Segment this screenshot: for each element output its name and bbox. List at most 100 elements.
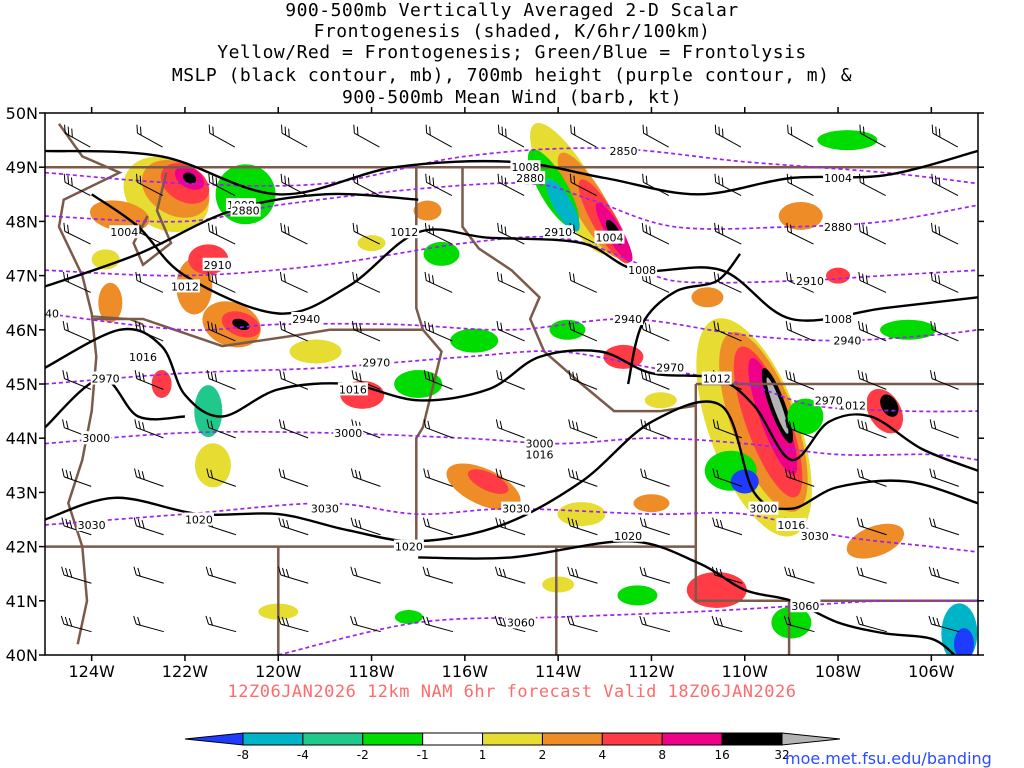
shade-cell	[413, 200, 442, 221]
svg-text:2910: 2910	[204, 259, 232, 272]
shade-cell	[394, 370, 443, 398]
wind-barb	[350, 517, 381, 536]
wind-barb	[423, 370, 453, 390]
wind-barb	[60, 615, 92, 633]
shade-cell	[633, 494, 670, 513]
wind-barb	[352, 271, 381, 293]
wind-barb	[642, 124, 669, 148]
wind-barb	[496, 271, 525, 293]
svg-text:1016: 1016	[777, 519, 805, 532]
wind-barb	[424, 320, 453, 342]
title-line-3: Yellow/Red = Frontogenesis; Green/Blue =…	[217, 42, 807, 63]
colorbar-segment	[721, 732, 783, 746]
svg-text:1008: 1008	[628, 264, 656, 277]
svg-text:3060: 3060	[791, 600, 819, 613]
svg-text:3000: 3000	[525, 438, 553, 451]
wind-barb	[61, 566, 92, 584]
wind-barb	[133, 566, 164, 584]
lat-label: 45N	[6, 375, 38, 394]
lat-label: 49N	[6, 158, 38, 177]
wind-barb	[64, 124, 91, 148]
height-label: 3060	[505, 615, 536, 629]
title-line-2: Frontogenesis (shaded, K/6hr/100km)	[313, 21, 711, 42]
svg-text:2880: 2880	[232, 205, 260, 218]
height-contour	[45, 502, 978, 553]
wind-barb	[135, 320, 164, 342]
svg-text:2970: 2970	[815, 394, 843, 407]
wind-barb	[857, 468, 887, 487]
wind-barb	[856, 517, 887, 536]
wind-barb	[352, 173, 380, 196]
height-label: 2880	[230, 203, 261, 218]
wind-barb	[422, 615, 454, 633]
wind-barb	[423, 419, 453, 439]
shade-wy-band	[686, 571, 747, 608]
shade-cell	[450, 328, 499, 353]
wind-barb	[931, 124, 959, 148]
wind-barb	[641, 320, 670, 342]
svg-text:1012: 1012	[171, 280, 199, 293]
wind-barb	[859, 124, 886, 148]
mslp-label: 1008	[823, 311, 854, 326]
wind-barb	[208, 173, 236, 196]
shade-cell	[357, 235, 386, 252]
wind-barb	[570, 124, 597, 148]
wind-barb	[205, 566, 237, 584]
height-label: 2970	[361, 355, 392, 369]
height-contour	[45, 182, 978, 230]
shade-cell	[817, 130, 878, 151]
wind-barb	[566, 615, 598, 633]
svg-text:2850: 2850	[609, 145, 637, 158]
wind-barb	[641, 222, 670, 245]
wind-barb	[712, 468, 743, 487]
svg-text:2940: 2940	[31, 308, 59, 321]
mslp-label: 1020	[613, 528, 644, 543]
wind-barbs	[60, 124, 960, 633]
mslp-label: 1004	[109, 225, 140, 239]
svg-text:3000: 3000	[749, 503, 777, 516]
wind-barb	[496, 320, 525, 342]
shade-cell	[151, 370, 172, 398]
state-border	[415, 167, 443, 547]
wind-barb	[207, 320, 236, 342]
wind-barb	[857, 370, 887, 390]
wind-barb	[206, 419, 236, 439]
wind-barb	[639, 517, 670, 536]
wind-barb	[568, 320, 598, 342]
wind-barb	[640, 468, 670, 487]
wind-barb	[495, 517, 526, 536]
shade-wy-band	[748, 358, 798, 475]
wind-barb	[929, 517, 960, 536]
wind-barb	[712, 419, 742, 439]
colorbar-label: 2	[539, 748, 547, 762]
contour-labels: 1008100410081004101210041008101210081016…	[31, 143, 868, 629]
wind-barb	[63, 222, 91, 245]
colorbar-label: -2	[357, 748, 369, 762]
colorbar-label: -8	[237, 748, 249, 762]
shade-cell	[423, 241, 460, 266]
colorbar-label: -4	[297, 748, 309, 762]
svg-text:1020: 1020	[614, 530, 642, 543]
wind-barb	[859, 173, 886, 196]
wind-barb	[712, 517, 743, 536]
wind-barb	[278, 517, 309, 536]
wind-barb	[785, 320, 815, 342]
puget-sound	[132, 172, 173, 267]
wind-barb	[785, 419, 815, 439]
wind-barb	[208, 124, 236, 148]
height-contour	[45, 147, 978, 187]
height-label: 2940	[31, 306, 60, 321]
height-label: 3030	[799, 528, 830, 543]
svg-text:1020: 1020	[395, 541, 423, 554]
mslp-label: 1016	[524, 447, 555, 461]
height-label: 2940	[832, 333, 863, 348]
wind-barb	[497, 222, 525, 245]
colorbar-segment	[422, 732, 484, 746]
svg-text:1008: 1008	[824, 313, 852, 326]
svg-text:1008: 1008	[511, 161, 539, 174]
wind-barb	[278, 419, 309, 439]
wind-barb	[353, 124, 380, 148]
svg-text:3000: 3000	[334, 427, 362, 440]
colorbar-label: 8	[658, 748, 666, 762]
